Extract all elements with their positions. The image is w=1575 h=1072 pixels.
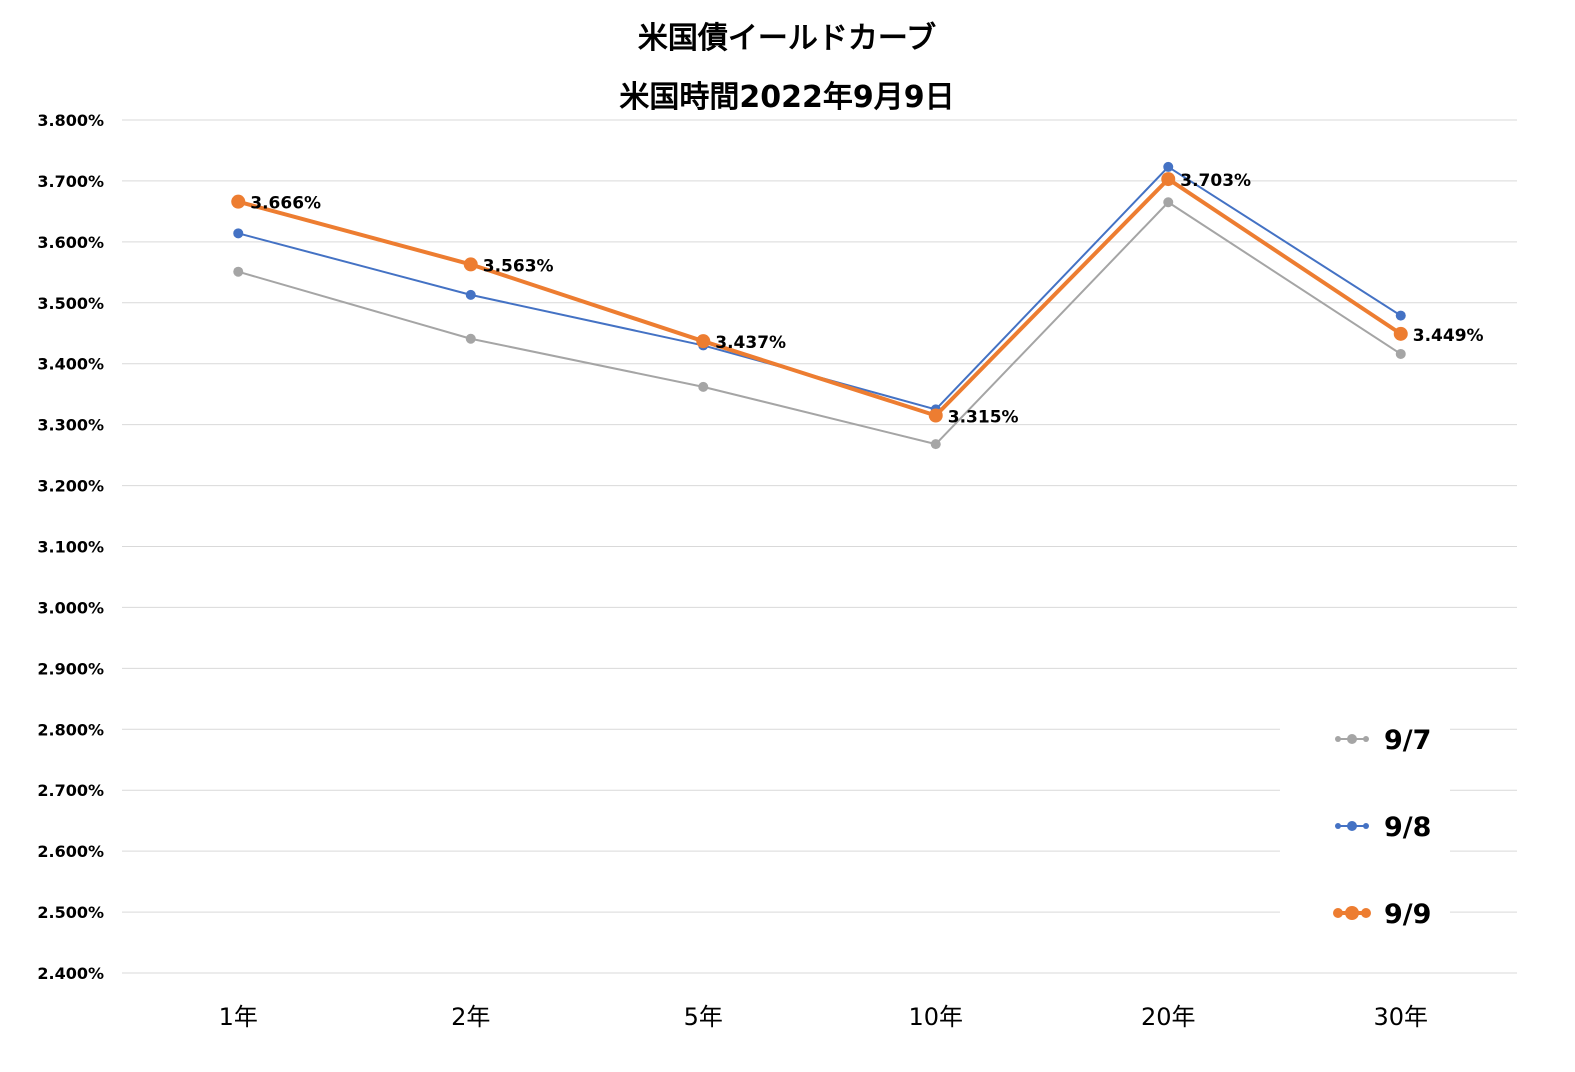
legend-marker <box>1333 908 1343 918</box>
data-label: 3.437% <box>715 333 786 353</box>
legend-marker <box>1335 736 1341 742</box>
x-tick-label: 2年 <box>451 1003 490 1031</box>
legend-label: 9/8 <box>1384 812 1431 843</box>
data-point <box>1395 310 1406 321</box>
legend-marker <box>1361 908 1371 918</box>
data-point <box>465 289 476 300</box>
legend-marker <box>1347 821 1357 831</box>
data-point <box>930 439 941 450</box>
legend-label: 9/9 <box>1384 899 1431 930</box>
legend-entry: 9/9 <box>1333 899 1431 930</box>
x-tick-label: 1年 <box>219 1003 258 1031</box>
data-label: 3.703% <box>1180 171 1251 191</box>
y-tick-label: 2.500% <box>37 903 104 922</box>
x-tick-label: 5年 <box>684 1003 723 1031</box>
y-tick-label: 3.600% <box>37 233 104 252</box>
y-tick-label: 3.100% <box>37 538 104 557</box>
series-9-9 <box>231 172 1408 423</box>
legend: 9/7 9/8 9/9 <box>1280 690 1450 960</box>
data-point <box>463 257 478 272</box>
series-lines <box>231 161 1408 450</box>
y-tick-label: 3.000% <box>37 598 104 617</box>
legend-marker <box>1347 734 1357 744</box>
y-tick-label: 2.900% <box>37 659 104 678</box>
x-tick-label: 20年 <box>1141 1003 1196 1031</box>
legend-marker <box>1363 823 1369 829</box>
data-point <box>465 333 476 344</box>
data-point <box>1395 348 1406 359</box>
data-point <box>1163 197 1174 208</box>
y-tick-label: 2.400% <box>37 964 104 983</box>
data-label: 3.449% <box>1413 326 1484 346</box>
chart-title-line-1: 米国債イールドカーブ <box>638 21 936 56</box>
y-tick-label: 3.200% <box>37 477 104 496</box>
x-tick-label: 30年 <box>1373 1003 1428 1031</box>
y-tick-label: 3.300% <box>37 416 104 435</box>
legend-entry: 9/7 <box>1335 725 1431 756</box>
legend-marker <box>1345 906 1359 920</box>
series-line <box>237 165 1402 411</box>
y-tick-label: 3.700% <box>37 172 104 191</box>
data-label: 3.563% <box>483 256 554 276</box>
data-point <box>1393 326 1408 341</box>
data-point <box>1161 172 1176 187</box>
y-tick-label: 2.600% <box>37 842 104 861</box>
data-point <box>698 381 709 392</box>
x-axis-tick-labels: 1年 2年 5年 10年 20年 30年 <box>219 1003 1428 1031</box>
data-label: 3.666% <box>250 194 321 214</box>
data-label: 3.315% <box>948 408 1019 428</box>
y-tick-label: 2.700% <box>37 781 104 800</box>
chart-title-line-2: 米国時間2022年9月9日 <box>619 80 954 115</box>
y-tick-label: 3.400% <box>37 355 104 374</box>
y-tick-label: 3.500% <box>37 294 104 313</box>
data-labels: 3.666% 3.563% 3.437% 3.315% 3.703% 3.449% <box>250 171 1483 427</box>
y-axis-tick-labels: 2.400% 2.500% 2.600% 2.700% 2.800% 2.900% 3.00… <box>37 111 104 983</box>
legend-label: 9/7 <box>1384 725 1431 756</box>
legend-entry: 9/8 <box>1335 812 1431 843</box>
data-point <box>231 194 246 209</box>
legend-marker <box>1363 736 1369 742</box>
data-point <box>233 228 244 239</box>
series-line <box>237 177 1402 418</box>
x-tick-label: 10年 <box>908 1003 963 1031</box>
data-point <box>233 266 244 277</box>
data-point <box>1163 161 1174 172</box>
data-point <box>696 334 711 349</box>
series-line <box>237 201 1402 446</box>
series-9-7 <box>233 197 1406 450</box>
y-tick-label: 3.800% <box>37 111 104 130</box>
legend-marker <box>1335 823 1341 829</box>
y-tick-label: 2.800% <box>37 720 104 739</box>
data-point <box>928 408 943 423</box>
